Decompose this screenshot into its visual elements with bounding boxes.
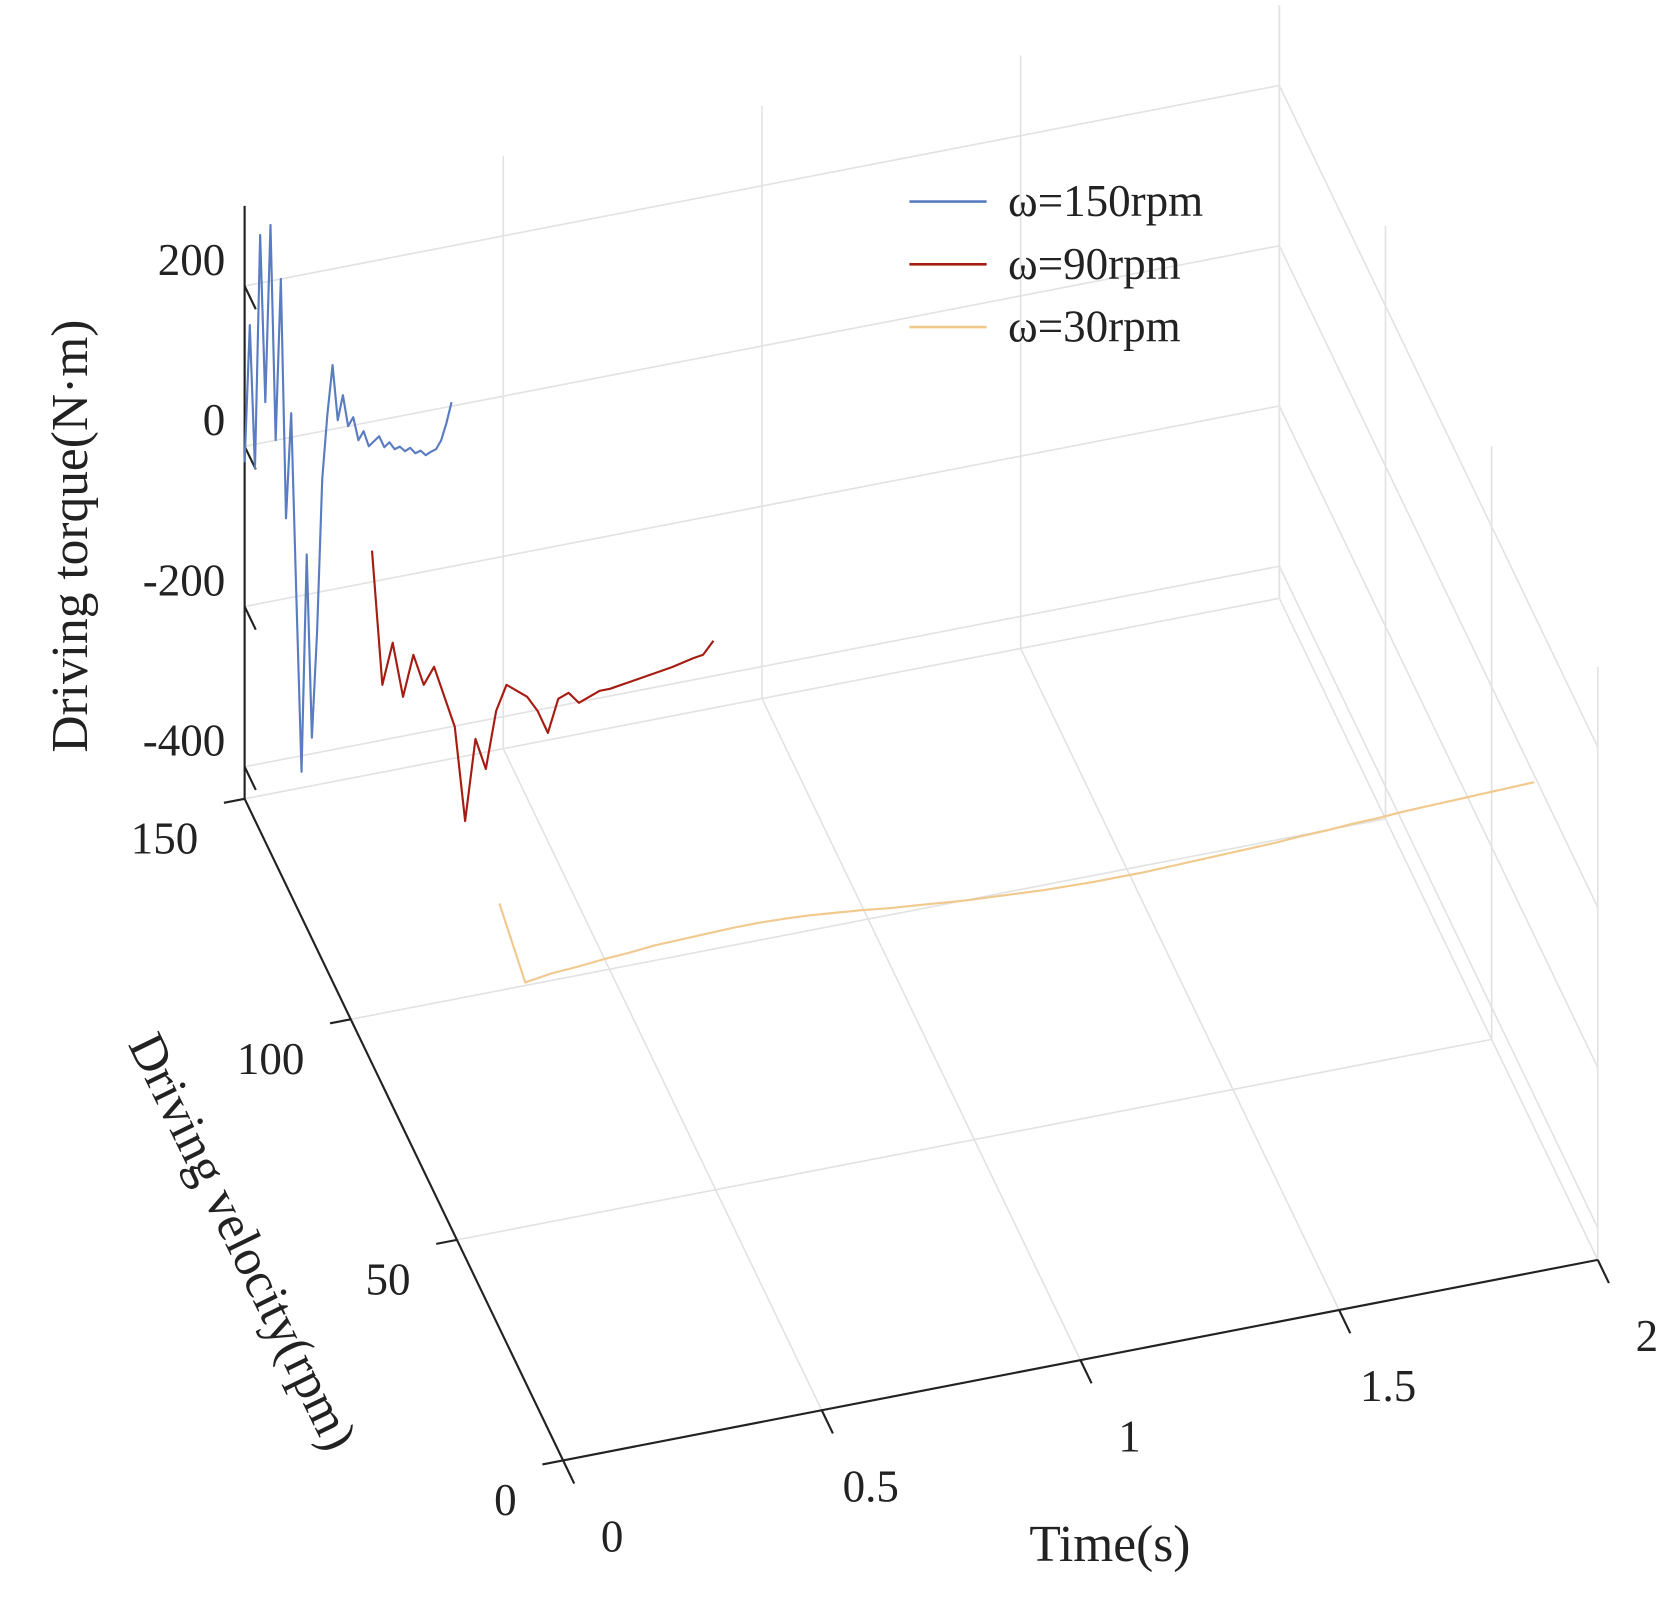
x-tick-label: 2 (1636, 1311, 1659, 1361)
grid-line (244, 565, 1280, 768)
grid-line (502, 748, 823, 1411)
grid-line (1278, 245, 1599, 908)
grid-line (1278, 565, 1599, 1229)
z-tick (243, 606, 257, 631)
x-axis-title: Time(s) (1029, 1516, 1190, 1573)
plot-area (243, 223, 1535, 984)
grid-line (1019, 648, 1340, 1311)
grid-line (244, 244, 1280, 448)
x-tick (820, 1409, 834, 1434)
x-tick-label: 1.5 (1360, 1361, 1416, 1411)
grid-line (1278, 405, 1599, 1068)
x-tick (1338, 1309, 1352, 1334)
z-tick-label: 0 (203, 395, 226, 445)
x-tick-label: 1 (1118, 1411, 1141, 1461)
legend-label: ω=90rpm (1008, 239, 1181, 289)
z-tick-label: 200 (158, 235, 226, 285)
z-axis-title: Driving torque(N·m) (42, 320, 99, 753)
y-tick-label: 100 (237, 1034, 305, 1084)
z-tick (243, 766, 257, 791)
grid-line (761, 698, 1082, 1361)
z-tick-label: -400 (143, 716, 226, 766)
x-tick-label: 0 (601, 1512, 624, 1562)
grid-line (1278, 597, 1599, 1261)
grid-line (244, 405, 1280, 608)
y-tick-label: 150 (131, 813, 199, 863)
x-tick-label: 0.5 (843, 1461, 899, 1511)
grid-line (456, 1038, 1492, 1241)
x-tick (1079, 1359, 1093, 1384)
legend-label: ω=150rpm (1008, 176, 1203, 226)
y-axis-title: Driving velocity(rpm) (117, 1024, 368, 1459)
series-line (370, 550, 715, 823)
legend: ω=150rpm ω=90rpm ω=30rpm (909, 176, 1203, 352)
x-tick (562, 1459, 576, 1485)
grid-line (350, 818, 1386, 1021)
legend-label: ω=30rpm (1008, 302, 1181, 352)
y-tick (436, 1238, 458, 1245)
series-line (498, 781, 1535, 984)
grid-line (244, 597, 1280, 800)
grid-line (244, 84, 1280, 287)
y-tick (223, 797, 245, 804)
axes: 0 0.5 1 1.5 2 0 50 100 150 -400 -200 0 200 (131, 205, 1659, 1562)
x-tick (1596, 1259, 1610, 1284)
grid-line (1278, 85, 1599, 748)
y-tick (329, 1018, 351, 1025)
y-tick (542, 1459, 564, 1466)
z-tick-label: -200 (143, 555, 226, 605)
y-axis (243, 798, 565, 1461)
y-tick-label: 0 (494, 1475, 517, 1525)
z-tick (243, 285, 257, 310)
series-line (243, 223, 453, 773)
y-tick-label: 50 (366, 1255, 411, 1305)
